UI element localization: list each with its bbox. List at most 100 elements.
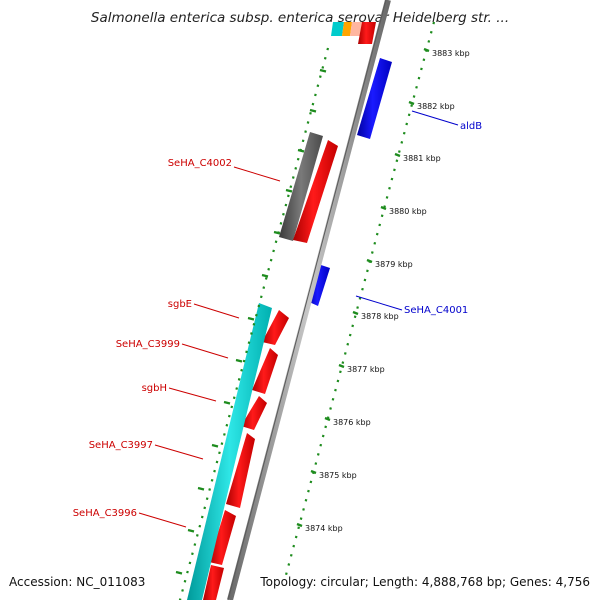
ruler-dot (250, 332, 253, 335)
ruler-dot (242, 359, 246, 363)
gene-label[interactable]: sgbE (168, 299, 192, 310)
gene-label[interactable]: SeHA_C3997 (89, 440, 153, 451)
ruler-dot (309, 480, 313, 484)
ruler-dot (282, 212, 285, 216)
kbp-tick-label: 3874 kbp (305, 524, 343, 533)
gene-label[interactable]: SeHA_C3996 (73, 508, 137, 519)
gene-label[interactable]: SeHA_C4002 (168, 158, 232, 169)
ruler-dot (292, 544, 296, 548)
kbp-tick-label: 3878 kbp (361, 312, 399, 321)
kbp-tick-label: 3880 kbp (389, 207, 427, 216)
inner-tick-mark (197, 486, 205, 491)
cds-sgbH[interactable] (241, 396, 267, 430)
cds-SeHA_C4002[interactable] (293, 140, 338, 243)
top-feature-slivers (331, 22, 376, 44)
ruler-dot (252, 322, 256, 326)
ruler-dot (341, 361, 345, 364)
ruler-dot (301, 139, 305, 143)
ruler-dot (370, 251, 374, 254)
ruler-dot (316, 453, 320, 456)
cds-SeHA_C3999[interactable] (252, 348, 278, 394)
ruler-dot (191, 552, 194, 556)
ruler-dot (215, 460, 219, 464)
ruler-dot (262, 286, 266, 289)
ruler-dot (232, 396, 236, 400)
ruler-dot (321, 434, 325, 438)
ruler-dot (227, 414, 231, 418)
ruler-dot (181, 589, 184, 592)
inner-tick-mark (187, 528, 195, 533)
gene-label[interactable]: aldB (460, 121, 482, 132)
feature-gray[interactable] (279, 132, 323, 241)
ruler-dot (393, 168, 396, 172)
ruler-dot (378, 223, 382, 227)
cds-sgbE[interactable] (262, 310, 289, 345)
inner-tick-mark (235, 358, 243, 363)
gene-label[interactable]: sgbH (142, 383, 167, 394)
ruler-dot (272, 249, 275, 253)
ruler-dot (353, 315, 357, 319)
ruler-dot (213, 469, 216, 473)
ruler-dot (318, 75, 322, 78)
cds-SeHA_C3997[interactable] (226, 433, 255, 508)
ruler-dot (363, 278, 367, 282)
ruler-dot (237, 378, 241, 381)
cds-bottom[interactable] (203, 565, 224, 600)
ruler-dot (356, 306, 359, 309)
ruler-dot (316, 84, 320, 88)
kbp-tick-mark (296, 522, 303, 528)
ruler-dot (309, 111, 312, 115)
ruler-dot (223, 433, 226, 436)
ruler-dot (296, 157, 300, 161)
ruler-dot (361, 287, 364, 291)
map-title: Salmonella enterica subsp. enterica sero… (90, 10, 510, 26)
ruler-dot (294, 535, 298, 539)
kbp-tick-label: 3875 kbp (319, 471, 357, 480)
ruler-dot (334, 388, 337, 392)
ruler-dot (284, 203, 288, 207)
ruler-dot (339, 370, 342, 374)
ruler-dot (324, 425, 327, 429)
ruler-dot (198, 524, 202, 528)
inner-tick-mark (285, 188, 293, 193)
ruler-dot (346, 342, 350, 346)
gene-label[interactable]: SeHA_C3999 (116, 339, 180, 350)
ruler-dot (336, 379, 340, 383)
inner-tick-mark (175, 570, 183, 575)
ruler-dot (420, 67, 423, 71)
ruler-dot (188, 561, 192, 565)
ruler-dot (323, 56, 327, 60)
ruler-dot (294, 167, 298, 170)
cds-SeHA_C3996[interactable] (209, 510, 236, 565)
ruler-dot (306, 121, 310, 124)
gene-label[interactable]: SeHA_C4001 (404, 305, 468, 316)
inner-tick-mark (319, 68, 327, 73)
ruler-dot (200, 515, 204, 519)
left-gene-labels (138, 166, 281, 528)
kbp-tick-label: 3879 kbp (375, 260, 413, 269)
kbp-tick-mark (338, 363, 345, 369)
ruler-dot (373, 241, 377, 245)
ruler-dot (375, 232, 379, 236)
feature-cyan[interactable] (187, 303, 272, 600)
kbp-tick-label: 3877 kbp (347, 365, 385, 374)
ruler-dot (274, 240, 278, 244)
ruler-dot (247, 341, 251, 345)
kbp-tick-mark (423, 47, 430, 53)
ruler-dot (311, 102, 315, 106)
ruler-dot (302, 508, 305, 511)
ruler-dot (195, 534, 199, 537)
ruler-dot (415, 85, 418, 89)
ruler-dot (183, 579, 187, 583)
kbp-tick-mark (380, 205, 387, 211)
kbp-tick-mark (394, 152, 401, 158)
ruler-dot (240, 368, 243, 372)
kbp-tick-label: 3882 kbp (417, 102, 455, 111)
ruler-dot (287, 563, 291, 566)
kbp-tick-label: 3883 kbp (432, 49, 470, 58)
inner-tick-mark (223, 400, 231, 405)
cds-aldB[interactable] (357, 58, 392, 139)
ruler-dot (343, 352, 347, 355)
ruler-dot (299, 517, 303, 520)
